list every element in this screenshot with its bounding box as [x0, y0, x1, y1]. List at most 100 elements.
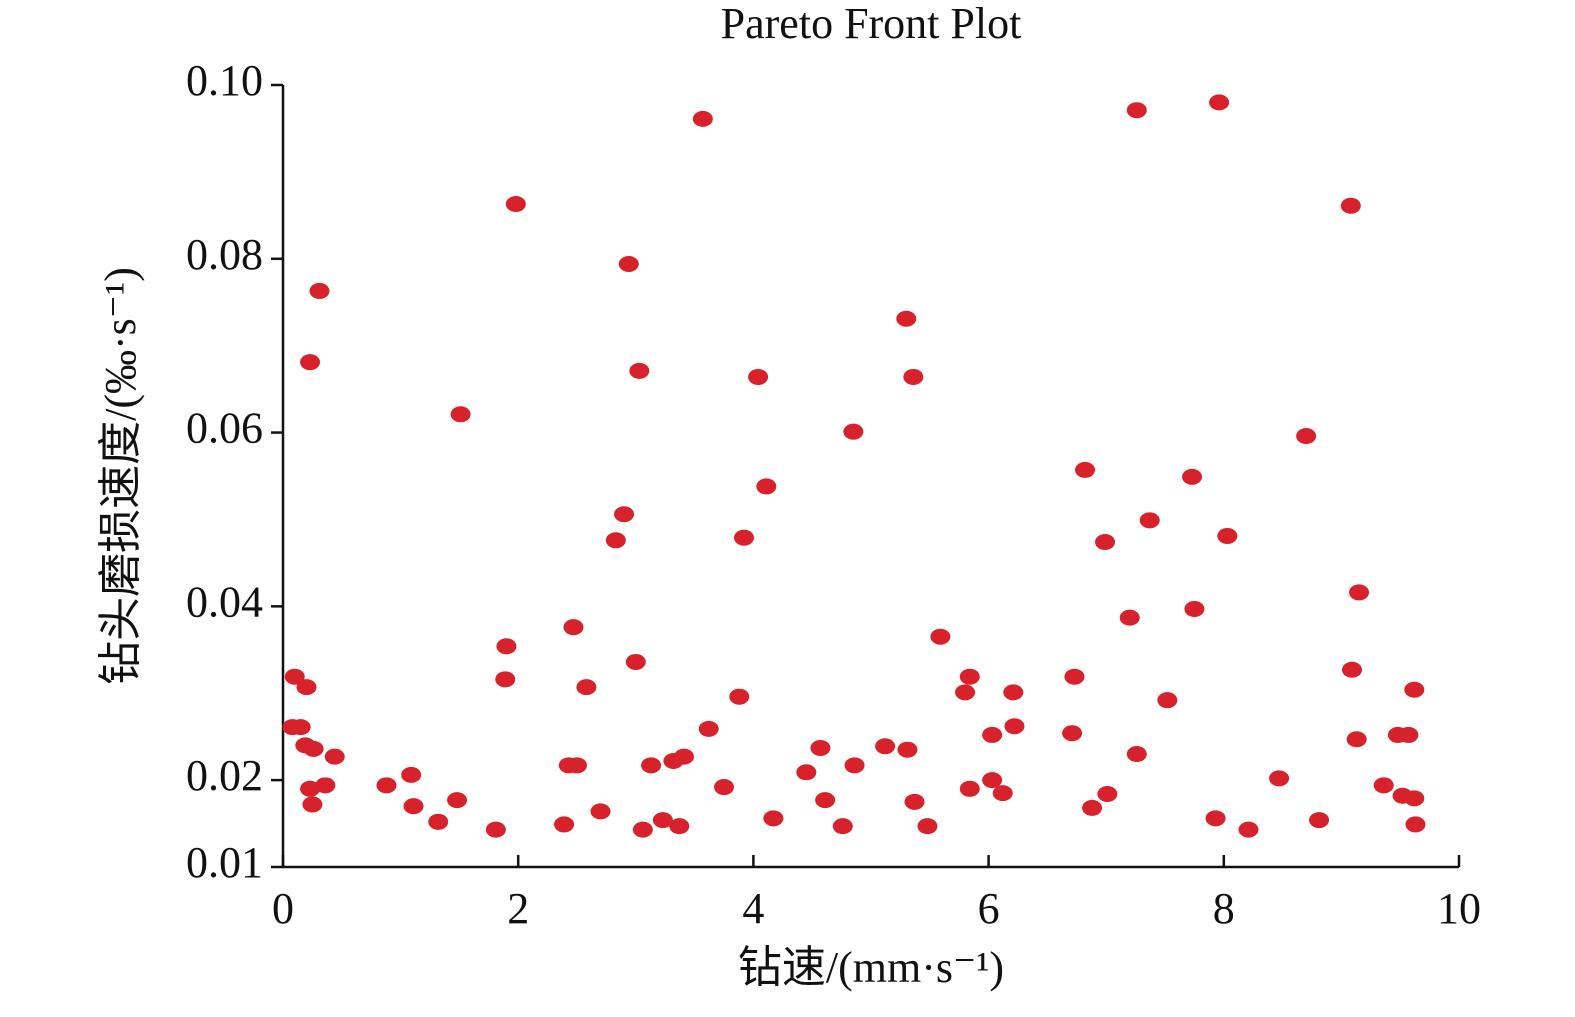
point	[1004, 718, 1025, 735]
point	[669, 818, 690, 835]
point	[590, 803, 611, 820]
y-tick-label: 0.01	[186, 838, 263, 887]
point	[284, 668, 305, 685]
point	[796, 764, 817, 781]
point	[1095, 534, 1116, 551]
point	[1097, 786, 1118, 803]
point	[992, 785, 1013, 802]
point	[576, 679, 597, 696]
x-tick-label: 4	[742, 884, 764, 933]
point	[1404, 681, 1425, 698]
point	[843, 423, 864, 440]
point	[674, 748, 695, 765]
point	[300, 780, 321, 797]
point	[917, 818, 938, 835]
point	[447, 792, 468, 809]
point	[714, 779, 734, 796]
point	[756, 478, 777, 495]
point	[904, 793, 925, 810]
point	[567, 757, 587, 774]
point	[485, 821, 506, 838]
point	[1296, 428, 1317, 445]
point	[614, 506, 635, 523]
point	[1064, 668, 1085, 685]
point	[896, 310, 917, 327]
point	[300, 354, 321, 371]
point	[625, 653, 646, 670]
point	[505, 196, 526, 213]
point	[652, 812, 673, 829]
point	[844, 757, 865, 774]
point	[982, 772, 1003, 789]
point	[959, 668, 980, 685]
point	[450, 406, 471, 423]
y-axis-label: 钻头磨损速度/(‰·s⁻¹)	[96, 267, 145, 685]
point	[1238, 821, 1259, 838]
point	[1003, 684, 1024, 701]
point	[290, 719, 311, 736]
point	[1349, 584, 1370, 601]
y-tick-label: 0.04	[186, 577, 263, 626]
point	[1217, 527, 1238, 544]
x-tick-label: 10	[1437, 884, 1481, 933]
point	[629, 362, 650, 379]
point	[296, 679, 317, 696]
point	[692, 110, 713, 127]
point	[1309, 812, 1330, 829]
point	[324, 748, 345, 765]
x-tick-label: 2	[507, 884, 529, 933]
x-tick-label: 0	[272, 884, 294, 933]
point	[729, 688, 750, 705]
point	[815, 792, 836, 809]
x-tick-label: 6	[978, 884, 1000, 933]
point	[1398, 726, 1419, 743]
point	[733, 529, 754, 546]
point	[955, 684, 976, 701]
y-tick-label: 0.06	[186, 404, 263, 453]
point	[1119, 609, 1140, 626]
point	[309, 282, 330, 299]
point	[1405, 816, 1426, 833]
point	[897, 741, 918, 758]
point	[1157, 692, 1178, 709]
y-tick-label: 0.08	[186, 230, 263, 279]
point	[641, 757, 662, 774]
point	[1205, 810, 1226, 827]
point	[495, 671, 516, 688]
point	[930, 628, 951, 645]
point	[982, 726, 1003, 743]
point	[1126, 746, 1147, 763]
point	[1182, 468, 1203, 485]
point	[315, 777, 336, 794]
point	[496, 638, 517, 655]
point	[959, 780, 980, 797]
point	[1075, 461, 1096, 478]
point	[1062, 725, 1083, 742]
point	[605, 532, 626, 549]
point	[875, 738, 896, 755]
point	[632, 821, 653, 838]
point	[763, 810, 784, 827]
point	[1404, 790, 1425, 807]
point	[810, 739, 831, 756]
point	[698, 720, 719, 737]
point	[903, 368, 924, 385]
y-tick-label: 0.10	[186, 56, 263, 105]
point	[618, 255, 639, 272]
point	[403, 798, 424, 815]
point	[748, 368, 769, 385]
point	[376, 777, 397, 794]
point	[1082, 799, 1103, 816]
point	[303, 740, 324, 757]
point	[554, 816, 575, 833]
point	[1340, 197, 1361, 214]
point	[563, 619, 584, 636]
point	[1209, 94, 1230, 111]
x-tick-label: 8	[1213, 884, 1235, 933]
y-tick-label: 0.02	[186, 751, 263, 800]
point	[1139, 512, 1160, 529]
point	[401, 766, 422, 783]
x-axis-label: 钻速/(mm·s⁻¹)	[738, 943, 1004, 992]
point	[1269, 770, 1290, 787]
